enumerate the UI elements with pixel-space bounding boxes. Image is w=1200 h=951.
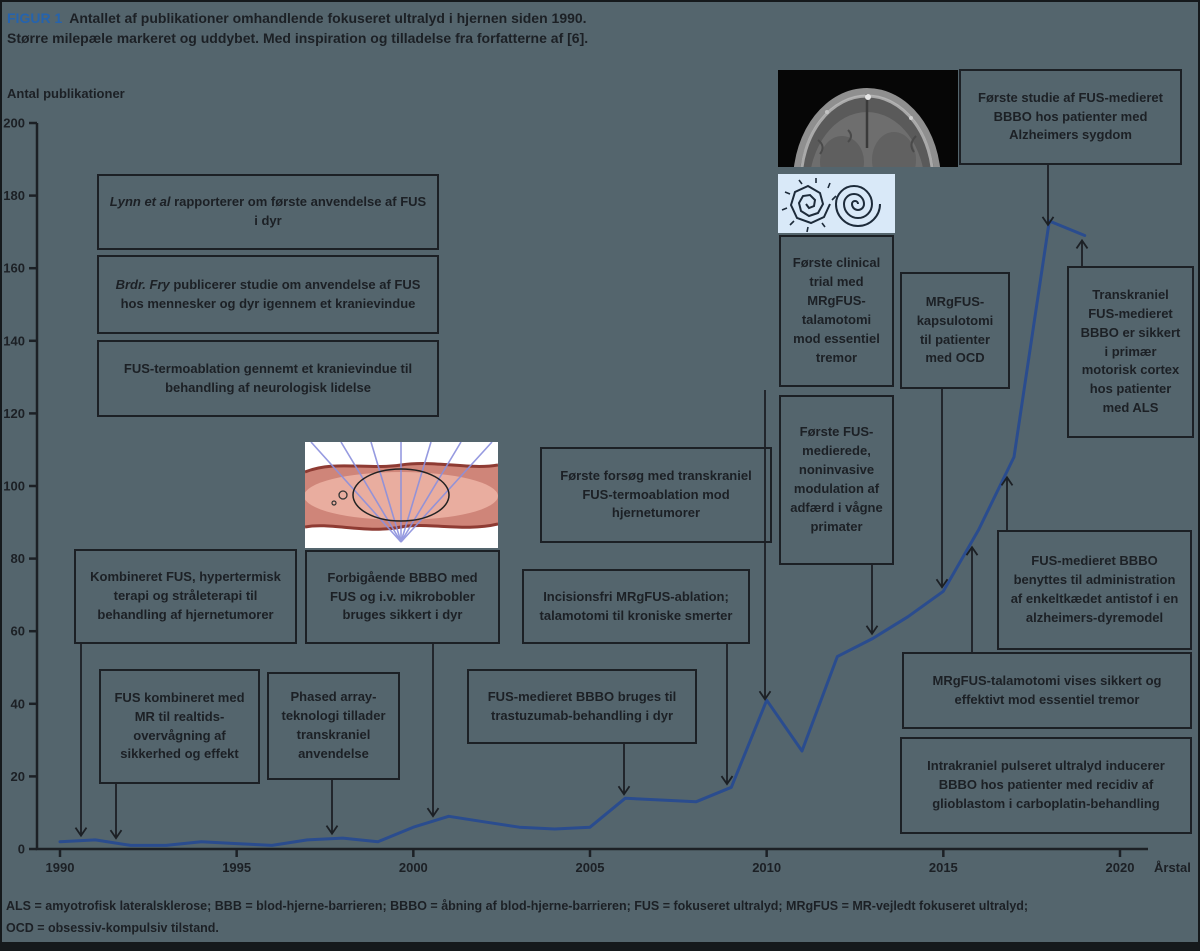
svg-text:160: 160 [3,261,25,276]
milestone-text-italic: Lynn et al [109,194,171,210]
vessel-ultrasound-image [305,442,498,548]
svg-text:1995: 1995 [222,860,251,875]
svg-text:1990: 1990 [46,860,75,875]
svg-text:120: 120 [3,406,25,421]
svg-text:40: 40 [11,696,25,711]
milestone-box-fry: Brdr. Fry publicerer studie om anvendels… [97,255,439,334]
svg-text:2000: 2000 [399,860,428,875]
milestone-box-intrakraniel: Intrakraniel pulseret ultralyd inducerer… [900,737,1192,834]
milestone-box-kapsulotomi-ocd: MRgFUS-kapsulotomi til patienter med OCD [900,272,1010,389]
milestone-box-neuromodulation: Første FUS-medierede, noninvasive modula… [779,395,894,565]
figure-title: FIGUR 1 Antallet af publikationer omhandl… [7,10,587,26]
milestone-box-alzheimer: Første studie af FUS-medieret BBBO hos p… [959,69,1182,165]
sonication-icon [778,174,895,233]
milestone-box-lynn: Lynn et al rapporterer om første anvende… [97,174,439,250]
milestone-box-talamotomi-tremor: MRgFUS-talamotomi vises sikkert og effek… [902,652,1192,729]
milestone-text: MRgFUS-talamotomi vises sikkert og effek… [932,672,1162,707]
milestone-box-forbigaaende-bbbo: Forbigående BBBO med FUS og i.v. mikrobo… [305,550,500,644]
bottom-border-bar [2,942,1198,949]
milestone-text: FUS-medieret BBBO benyttes til administr… [1010,553,1179,625]
milestone-text-italic: Brdr. Fry [115,276,170,292]
milestone-text: Første forsøg med transkraniel FUS-termo… [560,467,752,521]
svg-text:80: 80 [11,551,25,566]
figure-label: FIGUR 1 [7,10,63,26]
milestone-text: Incisionsfri MRgFUS-ablation; talamotomi… [539,588,733,623]
milestone-text: rapporterer om første anvendelse af FUS … [170,194,427,228]
svg-text:2015: 2015 [929,860,958,875]
milestone-text: publicerer studie om anvendelse af FUS h… [120,276,421,311]
milestone-box-antistof: FUS-medieret BBBO benyttes til administr… [997,530,1192,650]
milestone-box-clinical-trial: Første clinical trial med MRgFUS-talamot… [779,235,894,387]
milestone-text: Første FUS-medierede, noninvasive modula… [790,424,883,534]
figure-subtitle: Større milepæle markeret og uddybet. Med… [7,30,589,46]
svg-text:60: 60 [11,624,25,639]
svg-text:0: 0 [18,842,25,857]
milestone-text: MRgFUS-kapsulotomi til patienter med OCD [916,293,994,366]
milestone-text: FUS kombineret med MR til realtids-overv… [114,689,245,762]
x-axis-title: Årstal [1154,860,1191,875]
milestone-box-incisionsfri: Incisionsfri MRgFUS-ablation; talamotomi… [522,569,750,644]
milestone-text: Transkraniel FUS-medieret BBBO er sikker… [1080,287,1181,416]
svg-text:2020: 2020 [1106,860,1135,875]
svg-text:180: 180 [3,188,25,203]
footnote-line-1: ALS = amyotrofisk lateralsklerose; BBB =… [6,899,1029,913]
svg-text:200: 200 [3,116,25,131]
milestone-box-fus-mr: FUS kombineret med MR til realtids-overv… [99,669,260,784]
brain-mri-graphic [793,88,941,167]
svg-text:20: 20 [11,769,25,784]
figure-title-text: Antallet af publikationer omhandlende fo… [69,10,587,26]
milestone-box-phased-array: Phased array-teknologi tillader transkra… [267,672,400,780]
milestone-box-als: Transkraniel FUS-medieret BBBO er sikker… [1067,266,1194,438]
milestone-box-trastuzumab: FUS-medieret BBBO bruges til trastuzumab… [467,669,697,744]
svg-text:100: 100 [3,479,25,494]
milestone-box-kombineret-fus: Kombineret FUS, hypertermisk terapi og s… [74,549,297,644]
milestone-text: Første studie af FUS-medieret BBBO hos p… [978,89,1163,143]
milestone-text: FUS-termoablation gennemt et kranievindu… [123,360,413,395]
svg-text:2010: 2010 [752,860,781,875]
milestone-text: Kombineret FUS, hypertermisk terapi og s… [90,569,281,622]
svg-text:140: 140 [3,333,25,348]
vessel-ultrasound-graphic [305,442,498,543]
milestone-text: Første clinical trial med MRgFUS-talamot… [792,255,881,365]
milestone-text: FUS-medieret BBBO bruges til trastuzumab… [487,688,677,723]
spiral-icon [781,178,881,233]
brain-mri-image [778,70,958,167]
y-axis-title: Antal publikationer [7,86,125,101]
footnote-line-2: OCD = obsessiv-kompulsiv tilstand. [6,921,219,935]
svg-text:2005: 2005 [576,860,605,875]
milestone-box-foerste-forsoeg: Første forsøg med transkraniel FUS-termo… [540,447,772,543]
milestone-text: Forbigående BBBO med FUS og i.v. mikrobo… [327,569,478,623]
milestone-text: Phased array-teknologi tillader transkra… [281,689,386,761]
milestone-box-termoablation: FUS-termoablation gennemt et kranievindu… [97,340,439,417]
milestone-text: Intrakraniel pulseret ultralyd inducerer… [927,758,1165,811]
